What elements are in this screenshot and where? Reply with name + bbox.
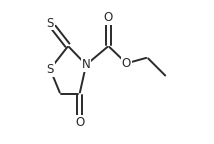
Text: O: O xyxy=(104,11,113,24)
Text: O: O xyxy=(75,116,84,129)
Text: S: S xyxy=(46,17,54,30)
Text: S: S xyxy=(46,63,54,76)
Text: O: O xyxy=(122,57,131,70)
Text: N: N xyxy=(82,58,91,71)
